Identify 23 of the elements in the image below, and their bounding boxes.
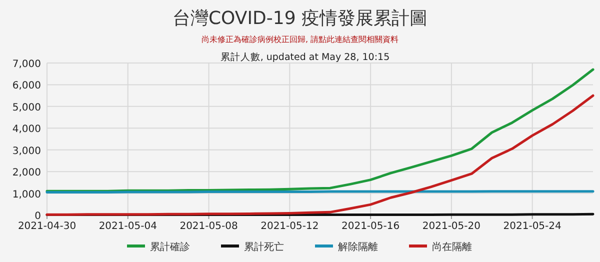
legend-label: 累計確診	[150, 241, 190, 253]
x-tick-label: 2021-05-16	[341, 221, 400, 232]
y-tick-label: 6,000	[12, 80, 41, 92]
y-tick-label: 5,000	[12, 102, 41, 114]
chart-title: 台灣COVID-19 疫情發展累計圖	[172, 8, 428, 29]
y-tick-label: 4,000	[12, 124, 41, 136]
x-tick-label: 2021-05-04	[98, 221, 157, 232]
x-tick-label: 2021-04-30	[18, 221, 76, 232]
x-tick-label: 2021-05-08	[180, 221, 238, 232]
chart-subtitle: 尚未修正為確診病例校正回歸, 請點此連結查閱相關資料	[201, 35, 399, 44]
y-tick-label: 1,000	[12, 189, 41, 200]
y-tick-label: 2,000	[12, 168, 41, 179]
x-tick-label: 2021-05-12	[260, 221, 319, 232]
line-series	[46, 94, 594, 216]
x-tick-label: 2021-05-24	[503, 221, 562, 232]
y-tick-label: 3,000	[12, 146, 41, 157]
text: 累計人數, updated at May 28, 10:15	[220, 51, 390, 63]
legend-label: 解除隔離	[338, 241, 378, 253]
y-tick-label: 7,000	[12, 59, 41, 70]
legend-label: 累計死亡	[244, 241, 284, 253]
y-tick-label: 0	[34, 211, 41, 222]
x-tick-label: 2021-05-20	[422, 221, 481, 232]
legend-label: 尚在隔離	[432, 241, 472, 253]
